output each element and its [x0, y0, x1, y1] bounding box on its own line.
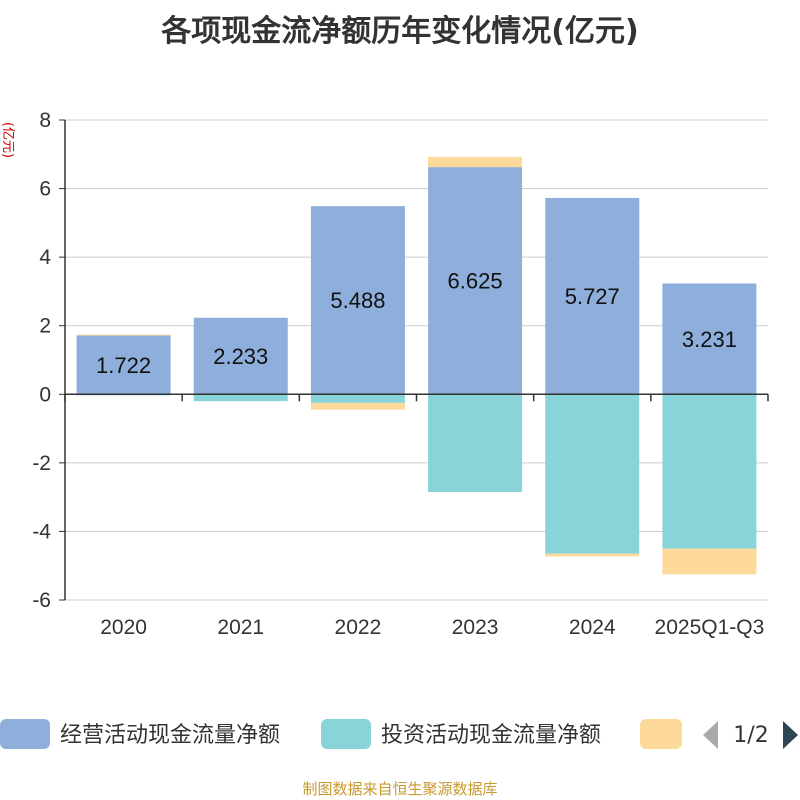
- legend-page-indicator: 1/2: [733, 723, 768, 748]
- bar-series2-2023[interactable]: [428, 394, 523, 492]
- bar-series3-2023[interactable]: [428, 156, 523, 168]
- y-tick-label: -4: [32, 520, 51, 543]
- bar-series1-2020[interactable]: [76, 335, 171, 395]
- y-tick-label: 2: [39, 315, 51, 338]
- bar-series1-2021[interactable]: [193, 317, 288, 395]
- data-label-2025Q1-Q3: 3.231: [682, 327, 737, 352]
- source-note: 制图数据来自恒生聚源数据库: [302, 780, 498, 798]
- y-axis-unit-label: (亿元): [0, 122, 15, 158]
- y-tick-label: 4: [39, 246, 51, 269]
- bar-series1-2022[interactable]: [310, 206, 405, 395]
- bar-series3-2025Q1-Q3[interactable]: [662, 548, 757, 575]
- x-tick-label-2022: 2022: [335, 616, 382, 639]
- legend-swatch-series1[interactable]: [0, 719, 50, 749]
- legend-swatch-series2[interactable]: [321, 719, 371, 749]
- data-label-2024: 5.727: [565, 284, 620, 309]
- bar-series2-2025Q1-Q3[interactable]: [662, 394, 757, 549]
- data-label-2022: 5.488: [330, 288, 385, 313]
- bars: [76, 156, 757, 575]
- x-tick-label-2025Q1-Q3: 2025Q1-Q3: [655, 616, 765, 639]
- bar-series2-2021[interactable]: [193, 394, 288, 402]
- legend: 经营活动现金流量净额 投资活动现金流量净额 1/2: [0, 719, 798, 749]
- data-labels: 1.722 2.233 5.488 6.625 5.727 3.231: [96, 269, 737, 378]
- data-label-2020: 1.722: [96, 353, 151, 378]
- legend-label-series1[interactable]: 经营活动现金流量净额: [60, 723, 280, 748]
- legend-prev-page-icon[interactable]: [703, 721, 718, 749]
- x-tick-label-2020: 2020: [100, 616, 147, 639]
- data-label-2021: 2.233: [213, 344, 268, 369]
- x-tick-label-2021: 2021: [217, 616, 264, 639]
- x-tick-label-2023: 2023: [452, 616, 499, 639]
- bar-series2-2024[interactable]: [545, 394, 640, 554]
- y-tick-label: 8: [39, 109, 51, 132]
- axes: 8 6 4 2 0 -2 -4 -6 2020 2021 2022 2023 2024 2025Q1-Q3: [32, 109, 769, 639]
- y-tick-label: -6: [32, 589, 51, 612]
- bar-series3-2022[interactable]: [310, 402, 405, 410]
- bar-series1-2024[interactable]: [545, 197, 640, 395]
- chart-title: 各项现金流净额历年变化情况(亿元): [161, 14, 639, 49]
- legend-label-series2[interactable]: 投资活动现金流量净额: [381, 723, 601, 748]
- bar-series2-2022[interactable]: [310, 394, 405, 403]
- legend-swatch-series3[interactable]: [640, 719, 682, 749]
- grid-lines: [65, 119, 768, 601]
- data-label-2023: 6.625: [448, 269, 503, 294]
- x-tick-label-2024: 2024: [569, 616, 616, 639]
- bar-series3-2020[interactable]: [76, 334, 171, 336]
- y-tick-label: 0: [39, 383, 51, 406]
- legend-next-page-icon[interactable]: [783, 721, 798, 749]
- bar-series1-2023[interactable]: [428, 167, 523, 395]
- y-tick-label: 6: [39, 178, 51, 201]
- bar-series3-2024[interactable]: [545, 553, 640, 557]
- bar-series1-2025Q1-Q3[interactable]: [662, 283, 757, 395]
- y-tick-label: -2: [32, 452, 51, 475]
